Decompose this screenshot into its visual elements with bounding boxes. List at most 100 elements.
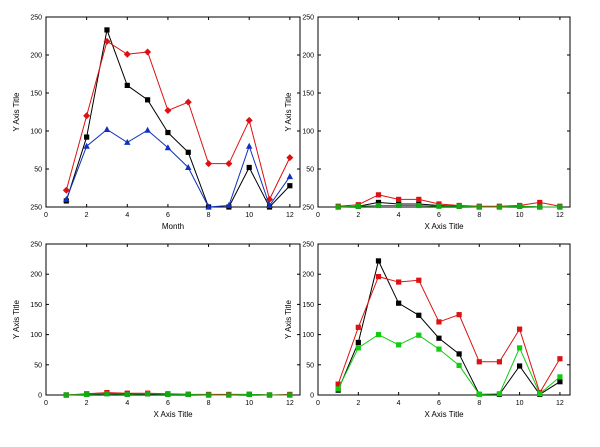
- data-point: [436, 203, 442, 209]
- y-tick-label: 150: [302, 91, 314, 98]
- data-point: [517, 345, 523, 351]
- x-tick-label: 8: [477, 400, 481, 407]
- x-tick-label: 10: [245, 212, 253, 219]
- data-point: [185, 163, 192, 170]
- x-tick-label: 0: [44, 400, 48, 407]
- x-tick-label: 2: [85, 400, 89, 407]
- data-point: [185, 391, 191, 397]
- data-point: [246, 142, 253, 149]
- y-tick-label: 50: [34, 362, 42, 369]
- data-point: [476, 391, 482, 397]
- data-point: [286, 154, 294, 162]
- data-point: [335, 204, 341, 210]
- y-tick-label: 150: [30, 91, 42, 98]
- data-point: [245, 116, 253, 124]
- data-point: [517, 363, 523, 369]
- y-tick-label: 200: [30, 272, 42, 279]
- data-point: [144, 48, 152, 56]
- data-point: [537, 391, 543, 397]
- series-line: [337, 259, 561, 396]
- data-point: [375, 274, 382, 280]
- series-line: [337, 334, 561, 395]
- data-point: [355, 203, 361, 209]
- data-point: [205, 392, 212, 398]
- data-point: [104, 391, 110, 397]
- data-point: [287, 392, 293, 398]
- data-point: [63, 392, 69, 398]
- x-tick-label: 10: [516, 400, 524, 407]
- data-point: [83, 112, 91, 120]
- data-point: [355, 345, 361, 351]
- data-point: [226, 392, 232, 398]
- y-tick-label: 0: [38, 393, 42, 400]
- y-tick-label: 250: [30, 242, 42, 249]
- data-point: [537, 199, 543, 206]
- data-point: [145, 391, 151, 397]
- x-tick-label: 0: [316, 400, 320, 407]
- x-tick-label: 8: [207, 212, 211, 219]
- data-point: [335, 386, 341, 392]
- plot-frame: [45, 243, 301, 396]
- x-axis-title: X Axis Title: [424, 410, 464, 419]
- data-point: [205, 203, 212, 210]
- data-point: [165, 129, 171, 136]
- data-point: [225, 160, 233, 168]
- data-point: [124, 391, 130, 397]
- series-line: [65, 40, 291, 201]
- x-tick-label: 12: [556, 400, 564, 407]
- series-line: [337, 276, 561, 394]
- series-line: [66, 393, 290, 396]
- data-point: [436, 346, 442, 352]
- data-point: [476, 204, 482, 210]
- y-tick-label: 100: [302, 129, 314, 136]
- y-tick-label: 200: [302, 53, 314, 60]
- y-tick-label: 250: [302, 15, 314, 22]
- data-point: [456, 362, 462, 369]
- plot-frame: [45, 16, 301, 208]
- data-point: [287, 183, 293, 189]
- series-line: [65, 28, 291, 208]
- data-point: [436, 335, 442, 341]
- data-point: [456, 351, 462, 357]
- data-point: [104, 27, 110, 33]
- data-point: [537, 204, 543, 210]
- y-axis-title: Y Axis Title: [12, 299, 21, 339]
- y-tick-label: 100: [30, 129, 42, 136]
- data-point: [225, 201, 233, 208]
- data-point: [375, 192, 382, 198]
- data-point: [456, 203, 462, 209]
- x-tick-label: 2: [356, 212, 360, 219]
- data-point: [396, 300, 402, 306]
- data-point: [266, 392, 273, 398]
- y-tick-label: 200: [30, 53, 42, 60]
- series-line: [338, 194, 561, 207]
- y-tick-label: 250: [302, 242, 314, 249]
- x-tick-label: 6: [166, 212, 170, 219]
- y-tick-label: 200: [302, 272, 314, 279]
- data-point: [396, 196, 402, 202]
- data-point: [62, 186, 70, 194]
- data-point: [246, 164, 252, 171]
- y-tick-label: 0: [310, 393, 314, 400]
- data-point: [396, 342, 402, 348]
- data-point: [375, 202, 382, 209]
- data-point: [123, 50, 131, 58]
- data-point: [557, 204, 563, 210]
- data-point: [184, 98, 192, 106]
- data-point: [396, 202, 402, 209]
- y-axis-title: Y Axis Title: [12, 92, 21, 132]
- data-point: [557, 356, 563, 362]
- data-point: [476, 359, 482, 365]
- data-point: [436, 319, 442, 325]
- x-axis-title: X Axis Title: [424, 222, 464, 231]
- x-tick-label: 6: [437, 400, 441, 407]
- data-point: [375, 332, 382, 338]
- x-tick-label: 12: [286, 212, 294, 219]
- data-point: [416, 332, 422, 338]
- y-tick-label: 100: [30, 332, 42, 339]
- x-tick-label: 2: [356, 400, 360, 407]
- data-point: [496, 204, 503, 210]
- plot-frame: [317, 16, 571, 208]
- data-point: [335, 381, 341, 387]
- data-point: [144, 126, 151, 133]
